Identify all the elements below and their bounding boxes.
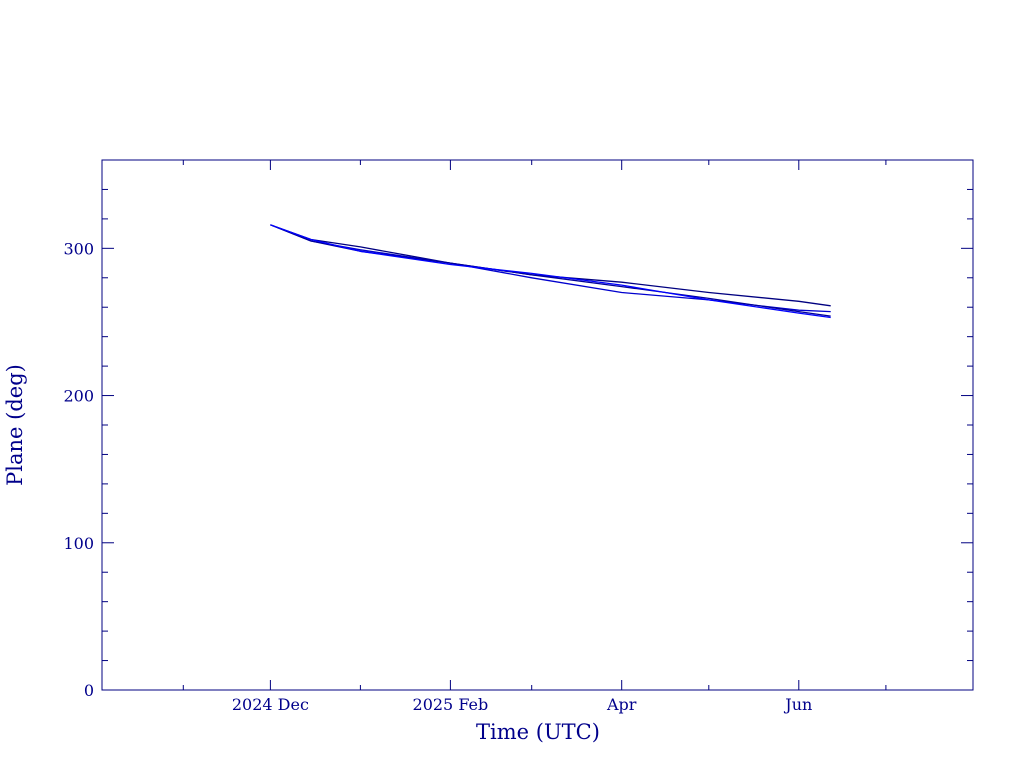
x-tick-label: Apr (606, 695, 637, 714)
x-tick-label: 2025 Feb (413, 695, 489, 714)
axis-ticks (102, 159, 973, 691)
y-axis-label: Plane (deg) (3, 364, 27, 486)
series-line-2 (270, 224, 831, 313)
series-lines (270, 224, 831, 319)
series-line-4 (270, 224, 831, 319)
series-line-1 (270, 224, 831, 307)
y-tick-label: 300 (63, 239, 94, 258)
x-tick-label: Jun (783, 695, 812, 714)
x-axis-label: Time (UTC) (476, 720, 600, 744)
y-tick-label: 200 (63, 387, 94, 406)
tick-labels: 2024 Dec 2025 Feb Apr Jun 0 100 200 300 (63, 239, 812, 714)
y-tick-label: 0 (84, 681, 94, 700)
x-tick-label: 2024 Dec (232, 695, 309, 714)
series-line-3 (270, 224, 831, 317)
y-tick-label: 100 (63, 534, 94, 553)
plot-frame (101, 159, 974, 691)
